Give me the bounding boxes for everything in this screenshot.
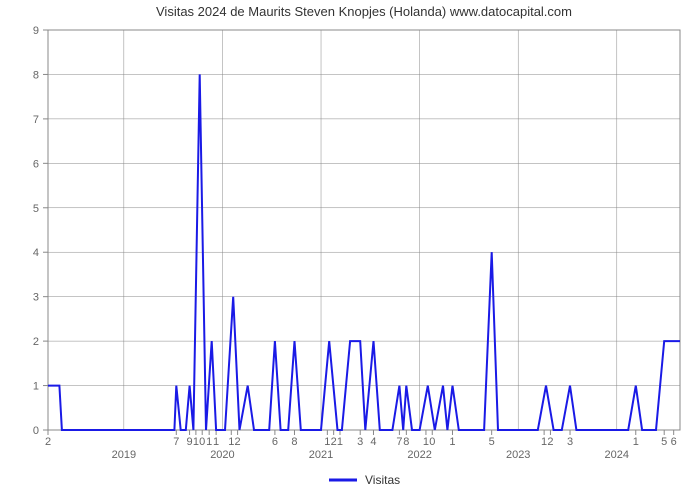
x-value-label: 5 [661, 436, 667, 448]
y-tick-label: 3 [33, 292, 39, 304]
legend-label: Visitas [365, 473, 400, 487]
y-tick-label: 0 [33, 425, 39, 437]
chart-title: Visitas 2024 de Maurits Steven Knopjes (… [156, 4, 572, 19]
y-tick-label: 8 [33, 69, 39, 81]
x-value-label: 9 [187, 436, 193, 448]
visits-line-chart: 0123456789201920202021202220232024279101… [0, 0, 700, 500]
x-value-label: 0 [429, 436, 435, 448]
chart-container: 0123456789201920202021202220232024279101… [0, 0, 700, 500]
x-value-label: 6 [272, 436, 278, 448]
x-value-label: 8 [291, 436, 297, 448]
y-tick-label: 1 [33, 381, 39, 393]
y-tick-label: 5 [33, 203, 39, 215]
x-value-label: 1 [423, 436, 429, 448]
x-value-label: 4 [370, 436, 376, 448]
x-value-label: 1 [193, 436, 199, 448]
x-value-label: 2 [45, 436, 51, 448]
x-year-label: 2024 [605, 449, 629, 461]
x-value-label: 6 [671, 436, 677, 448]
x-value-label: 2 [331, 436, 337, 448]
x-value-label: 1 [541, 436, 547, 448]
x-value-label: 8 [403, 436, 409, 448]
y-tick-label: 4 [33, 247, 39, 259]
y-tick-label: 6 [33, 158, 39, 170]
x-value-label: 1 [213, 436, 219, 448]
plot-border [48, 30, 680, 430]
y-tick-label: 2 [33, 336, 39, 348]
x-value-label: 1 [449, 436, 455, 448]
x-value-label: 1 [228, 436, 234, 448]
x-value-label: 1 [206, 436, 212, 448]
x-year-label: 2020 [210, 449, 234, 461]
y-tick-label: 7 [33, 114, 39, 126]
x-year-label: 2023 [506, 449, 530, 461]
x-value-label: 7 [396, 436, 402, 448]
x-value-label: 5 [489, 436, 495, 448]
x-value-label: 3 [357, 436, 363, 448]
x-value-label: 0 [199, 436, 205, 448]
x-year-label: 2022 [407, 449, 431, 461]
x-value-label: 1 [324, 436, 330, 448]
x-value-label: 2 [547, 436, 553, 448]
y-tick-label: 9 [33, 25, 39, 37]
x-value-label: 1 [633, 436, 639, 448]
x-value-label: 3 [567, 436, 573, 448]
x-year-label: 2021 [309, 449, 333, 461]
x-value-label: 2 [235, 436, 241, 448]
x-value-label: 1 [337, 436, 343, 448]
x-value-label: 7 [173, 436, 179, 448]
x-year-label: 2019 [112, 449, 136, 461]
